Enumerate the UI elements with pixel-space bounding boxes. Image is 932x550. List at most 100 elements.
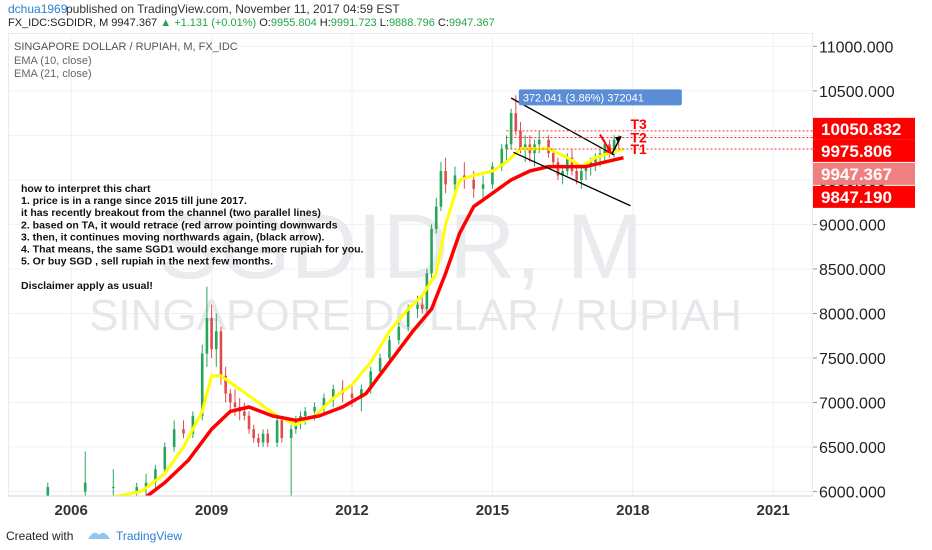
price-label: 9947.367 <box>821 165 892 184</box>
candle-body <box>350 393 354 399</box>
candle <box>247 411 251 434</box>
y-tick-label: 7000.000 <box>819 396 886 413</box>
annotation-line: 5. Or buy SGD , sell rupiah in the next … <box>21 256 273 268</box>
candle <box>444 157 447 194</box>
indicator-label: EMA (10, close) <box>14 55 92 67</box>
annotation-line: 1. price is in a range since 2015 till j… <box>21 195 247 207</box>
y-tick-label: 7500.000 <box>819 351 886 368</box>
candle-body <box>331 389 335 399</box>
candle <box>182 420 185 439</box>
watermark-symbol: SGDIDR, M <box>158 196 644 298</box>
tradingview-brand-link[interactable]: TradingView <box>116 529 183 543</box>
candle <box>556 157 560 180</box>
candle-body <box>191 415 195 434</box>
price-label-box <box>813 139 915 162</box>
candle <box>210 304 213 358</box>
red-arrow-head-icon <box>605 146 612 155</box>
candle-body <box>547 139 550 154</box>
y-tick-label: 9000.000 <box>819 217 886 234</box>
author-link[interactable]: dchua1969 <box>8 2 68 16</box>
annotation-line: 3. then, it continues moving northwards … <box>21 231 324 243</box>
candle <box>163 442 167 474</box>
candle-body <box>444 171 447 185</box>
candle <box>439 162 443 212</box>
candle <box>83 451 87 496</box>
candle-body <box>453 175 457 185</box>
candle-body <box>491 166 494 185</box>
candle-body <box>289 429 293 439</box>
price-label: 9975.806 <box>821 142 892 161</box>
publish-info: published on TradingView.com, November 1… <box>66 2 400 16</box>
price-label: 9847.190 <box>821 188 892 207</box>
quote-bar: FX_IDC:SGDIDR, M 9947.367 ▲ +1.131 (+0.0… <box>8 17 495 33</box>
y-tick-label: 8000.000 <box>819 306 886 323</box>
candle-body <box>397 326 401 341</box>
candle-body <box>537 139 541 145</box>
candle-body <box>594 157 597 163</box>
candle <box>388 335 391 363</box>
candle-body <box>261 433 265 443</box>
candle <box>612 135 616 158</box>
x-tick-label: 2006 <box>54 502 87 519</box>
candle-body <box>182 429 185 434</box>
candle-body <box>406 309 410 327</box>
candle <box>261 429 265 448</box>
annotation-line: it has recently breakout from the channe… <box>21 207 321 219</box>
chart-title: SINGAPORE DOLLAR / RUPIAH, M, FX_IDC <box>14 41 238 53</box>
black-arrow-head-icon <box>615 136 622 144</box>
candle-body <box>360 389 363 399</box>
candle-body <box>303 411 307 416</box>
candle <box>322 393 326 416</box>
target-label: T3 <box>630 116 647 132</box>
channel-lower-line <box>513 151 631 207</box>
plot-area <box>8 33 814 497</box>
close-label: C: <box>437 17 449 29</box>
low-label: L: <box>379 17 389 29</box>
candle-body <box>500 148 504 167</box>
candle <box>172 420 176 452</box>
candle-body <box>556 162 560 176</box>
candle-body <box>472 179 475 189</box>
candle <box>275 415 279 448</box>
annotation-line: 4. That means, the same SGD1 would excha… <box>21 244 364 256</box>
footer: Created with TradingView <box>0 520 932 550</box>
symbol-label: FX_IDC:SGDIDR, M <box>8 17 109 29</box>
candle <box>434 197 438 234</box>
candle-body <box>378 357 382 372</box>
candle <box>266 429 270 448</box>
candle-body <box>584 166 588 172</box>
candle-body <box>505 144 508 149</box>
open-value: 9955.804 <box>270 17 317 29</box>
price-label-box <box>813 162 915 185</box>
annotation-line: 2. based on TA, it would retrace (red ar… <box>21 219 338 231</box>
candle <box>214 313 218 367</box>
candle <box>191 411 195 439</box>
candle-body <box>565 157 569 172</box>
candle-body <box>439 171 443 207</box>
channel-upper-line <box>510 97 615 156</box>
candle-body <box>257 438 260 443</box>
candle-body <box>523 144 527 149</box>
high-label: H: <box>319 17 331 29</box>
candle-body <box>247 415 251 430</box>
candle <box>547 135 550 158</box>
candle <box>430 224 433 278</box>
candle-body <box>420 304 424 310</box>
candle-body <box>416 304 419 310</box>
candle <box>289 424 293 496</box>
candle-body <box>210 317 213 350</box>
candle-body <box>135 487 139 492</box>
target-label: T2 <box>630 130 647 146</box>
candle-body <box>369 371 373 390</box>
candle <box>224 366 227 403</box>
candle <box>425 268 429 314</box>
candle-body <box>603 144 607 154</box>
candle-body <box>551 153 555 163</box>
annotation-line: Disclaimer apply as usual! <box>21 280 153 292</box>
candle <box>205 286 209 367</box>
candle-body <box>252 429 256 439</box>
price-axis <box>813 33 932 496</box>
candle-body <box>388 340 391 358</box>
candle-body <box>219 331 223 376</box>
